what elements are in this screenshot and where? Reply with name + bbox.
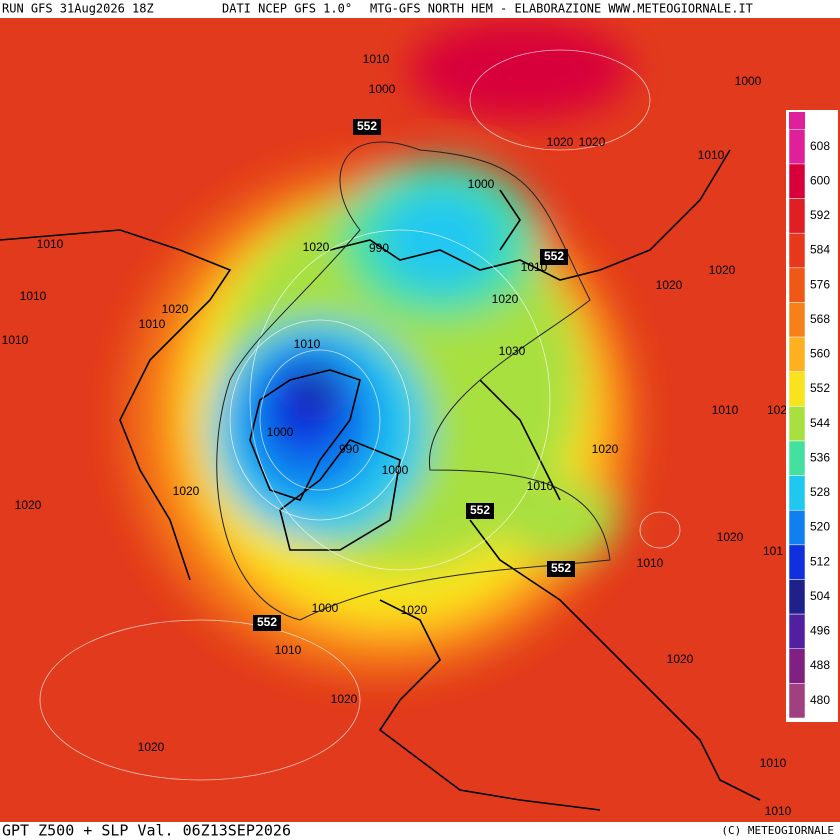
isobar-label: 1010 <box>698 148 725 162</box>
isobar-label: 1020 <box>173 484 200 498</box>
legend-swatch <box>788 613 806 649</box>
isobar-label: 1020 <box>579 135 606 149</box>
isobar-label: 1010 <box>363 52 390 66</box>
isobar-label: 1010 <box>2 333 29 347</box>
legend-label: 568 <box>810 312 830 326</box>
legend-swatch <box>788 371 806 407</box>
legend-label: 600 <box>810 173 830 187</box>
legend-swatch <box>788 475 806 511</box>
isobar-label: 1010 <box>20 289 47 303</box>
legend-label: 496 <box>810 624 830 638</box>
legend-swatch <box>788 232 806 269</box>
isobar-label: 1010 <box>765 804 792 818</box>
isobar-label: 1020 <box>15 498 42 512</box>
legend-swatch <box>789 112 805 130</box>
isobar-label: 1020 <box>401 603 428 617</box>
header-source: DATI NCEP GFS 1.0° <box>222 2 352 16</box>
isobar-label: 1000 <box>369 82 396 96</box>
isobar-label: 1010 <box>139 317 166 331</box>
height-label: 552 <box>470 503 490 517</box>
isobar-label: 1020 <box>492 292 519 306</box>
isobar-label: 1020 <box>656 278 683 292</box>
legend-label: 480 <box>810 693 830 707</box>
height-label: 552 <box>357 119 377 133</box>
isobar-label: 1000 <box>735 74 762 88</box>
isobar-label: 102 <box>767 403 787 417</box>
contour-552 <box>216 141 611 621</box>
isobar-label: 1000 <box>267 425 294 439</box>
isobar-label: 1030 <box>499 344 526 358</box>
legend-label: 488 <box>810 658 830 672</box>
legend-swatch <box>788 509 806 546</box>
isobar-label: 1020 <box>162 302 189 316</box>
legend-swatch <box>788 129 806 165</box>
legend-label: 552 <box>810 381 830 395</box>
height-label-box <box>466 503 494 519</box>
isobar-label: 1010 <box>712 403 739 417</box>
height-label: 552 <box>257 615 277 629</box>
legend-swatch <box>788 198 806 234</box>
isobar-label: 1020 <box>138 740 165 754</box>
legend-label: 560 <box>810 347 830 361</box>
legend-swatch <box>788 440 806 476</box>
legend-label: 576 <box>810 277 830 291</box>
footer-title: GPT Z500 + SLP Val. 06Z13SEP2026 <box>2 822 291 840</box>
legend-swatch <box>788 579 806 615</box>
isobar-label: 1010 <box>637 556 664 570</box>
isobar-label: 1020 <box>331 692 358 706</box>
legend-label: 584 <box>810 243 830 257</box>
legend-label: 592 <box>810 208 830 222</box>
footer-bar <box>0 822 840 840</box>
isobar-label: 1020 <box>303 240 330 254</box>
legend-swatch <box>788 302 806 338</box>
isobar-label: 990 <box>369 241 389 255</box>
legend-label: 520 <box>810 520 830 534</box>
height-label-box <box>547 561 575 577</box>
isobar-label: 1020 <box>547 135 574 149</box>
isobar-label: 1000 <box>382 463 409 477</box>
isobar-lines <box>39 49 681 781</box>
legend-label: 544 <box>810 416 830 430</box>
header-bar <box>0 0 840 18</box>
legend-label: 608 <box>810 139 830 153</box>
legend-swatch <box>788 683 806 719</box>
isobar-label: 101 <box>763 544 783 558</box>
isobar-label: 1010 <box>37 237 64 251</box>
isobar-label: 1020 <box>717 530 744 544</box>
coastlines <box>0 149 761 811</box>
legend: 608 600 592 584 576 568 560 552 544 536 528 520 512 5… <box>788 112 830 719</box>
legend-label: 536 <box>810 450 830 464</box>
isobar-label: 1010 <box>294 337 321 351</box>
legend-label: 512 <box>810 554 830 568</box>
height-label-box <box>253 615 281 631</box>
legend-swatch <box>788 163 806 199</box>
isobar-label: 1010 <box>760 756 787 770</box>
height-label: 552 <box>551 561 571 575</box>
isobar-label: 1010 <box>275 643 302 657</box>
height-label-box <box>353 119 381 135</box>
height-label: 552 <box>544 249 564 263</box>
isobar-label: 1000 <box>468 177 495 191</box>
header-run: RUN GFS 31Aug2026 18Z <box>2 2 154 16</box>
legend-label: 504 <box>810 589 830 603</box>
legend-swatch <box>788 544 806 580</box>
isobar-label: 1020 <box>592 442 619 456</box>
copyright: (C) METEOGIORNALE <box>721 824 834 837</box>
legend-swatch <box>788 406 806 442</box>
legend-swatch <box>788 267 806 303</box>
isobar-label: 1010 <box>527 479 554 493</box>
isobar-label: 1020 <box>667 652 694 666</box>
legend-swatch <box>788 648 806 684</box>
isobar-label: 1020 <box>709 263 736 277</box>
isobar-label: 1000 <box>312 601 339 615</box>
header-credit: MTG-GFS NORTH HEM - ELABORAZIONE WWW.MET… <box>370 2 753 16</box>
legend-swatch <box>788 336 806 372</box>
isobar-label: 990 <box>339 442 359 456</box>
height-label-box <box>540 249 568 265</box>
legend-label: 528 <box>810 485 830 499</box>
